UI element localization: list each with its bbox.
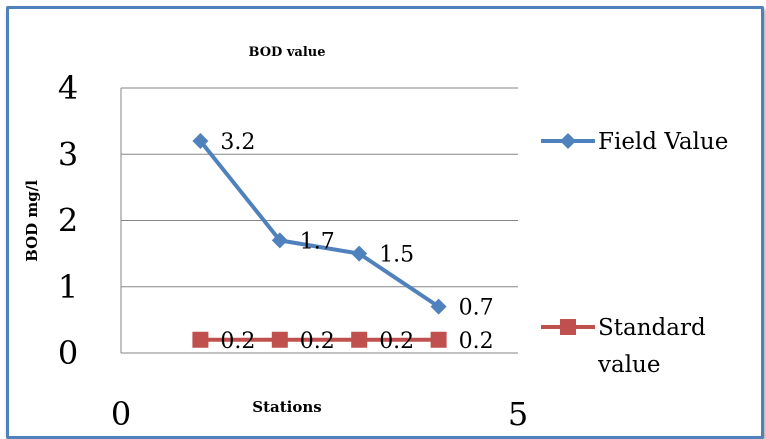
data-point-1-3 bbox=[351, 245, 368, 262]
data-label: 0.2 bbox=[459, 329, 494, 354]
legend-marker-2 bbox=[560, 319, 576, 335]
data-label: 0.2 bbox=[379, 329, 414, 354]
y-tick-label: 0 bbox=[58, 334, 78, 372]
data-point-2-2 bbox=[271, 331, 288, 348]
data-point-2-1 bbox=[192, 331, 209, 348]
chart-frame bbox=[6, 6, 764, 439]
legend-marker-1 bbox=[560, 133, 576, 149]
x-tick-label: 5 bbox=[508, 395, 528, 433]
data-label: 0.2 bbox=[220, 329, 255, 354]
y-axis-title: BOD mg/l bbox=[23, 180, 41, 262]
data-label: 0.2 bbox=[300, 329, 335, 354]
data-point-2-4 bbox=[430, 331, 447, 348]
y-tick-label: 4 bbox=[58, 69, 78, 107]
data-label: 0.7 bbox=[459, 296, 494, 321]
y-tick-label: 3 bbox=[58, 135, 78, 173]
data-label: 3.2 bbox=[220, 130, 255, 155]
legend-label-2: Standard value bbox=[597, 315, 706, 378]
data-point-1-2 bbox=[271, 232, 288, 249]
chart-title: BOD value bbox=[249, 45, 326, 60]
x-axis-title: Stations bbox=[252, 398, 321, 416]
y-tick-label: 1 bbox=[58, 268, 78, 306]
x-tick-label: 0 bbox=[111, 395, 131, 433]
data-point-1-4 bbox=[430, 298, 447, 315]
series-line-1 bbox=[198, 139, 440, 309]
data-label: 1.5 bbox=[379, 243, 414, 268]
y-tick-label: 2 bbox=[58, 202, 78, 240]
data-point-2-3 bbox=[351, 331, 368, 348]
legend-label-1: Field Value bbox=[598, 129, 728, 155]
data-point-1-1 bbox=[192, 133, 209, 149]
data-label: 1.7 bbox=[300, 229, 335, 254]
